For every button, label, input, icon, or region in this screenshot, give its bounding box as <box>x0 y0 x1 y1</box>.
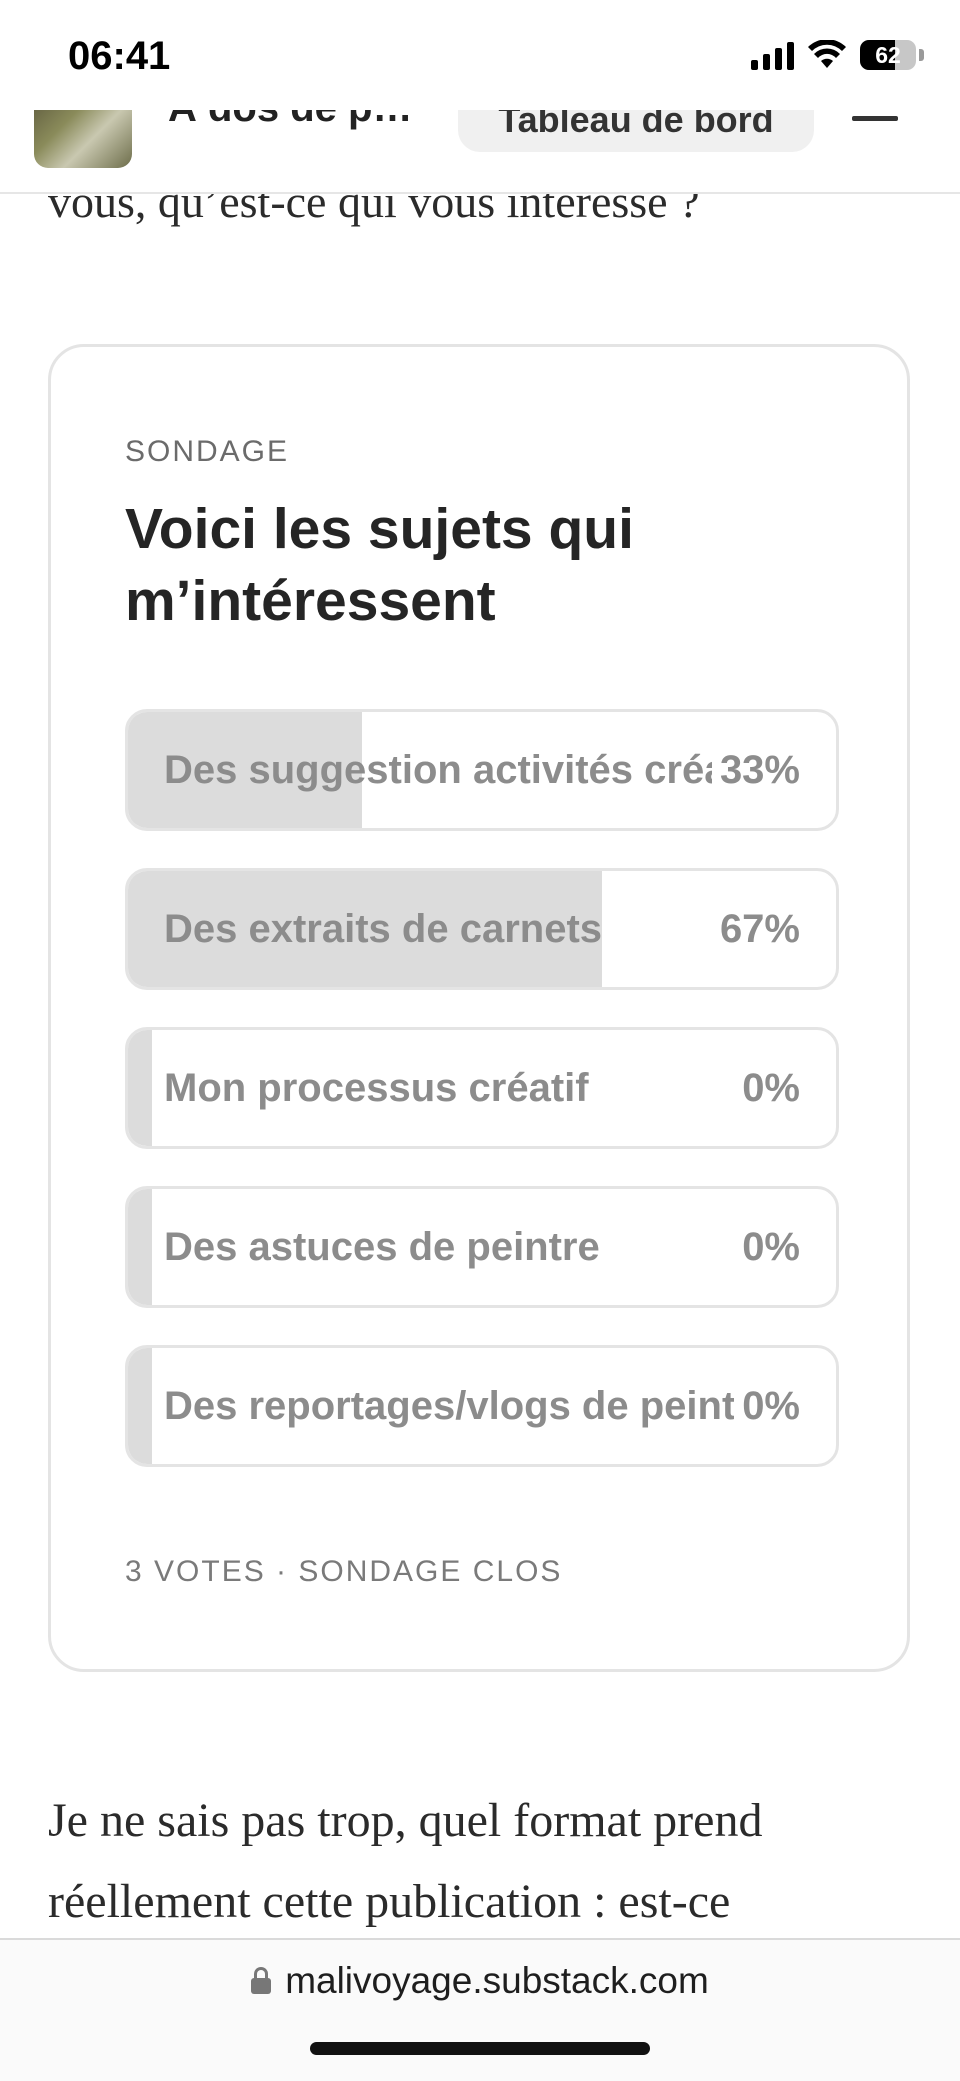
poll-option[interactable]: Des extraits de carnets 67% <box>125 868 839 990</box>
poll-result-bar <box>128 1189 152 1305</box>
poll-option[interactable]: Des astuces de peintre 0% <box>125 1186 839 1308</box>
article-body-text: Je ne sais pas trop, quel format prend r… <box>48 1794 763 1928</box>
poll-option-percent: 67% <box>719 907 800 951</box>
poll-title: Voici les sujets qui m’intéressent <box>125 497 634 633</box>
poll-footer: 3 VOTES · SONDAGE CLOS <box>125 1555 563 1588</box>
poll-result-bar <box>128 712 362 828</box>
lock-icon <box>251 1967 272 1994</box>
browser-address-bar[interactable]: malivoyage.substack.com <box>0 1938 960 2081</box>
url-text: malivoyage.substack.com <box>285 1960 709 2001</box>
url-display[interactable]: malivoyage.substack.com <box>0 1960 960 2002</box>
menu-icon[interactable] <box>852 116 898 146</box>
poll-option-label: Des suggestion activités créatives <box>164 748 712 792</box>
poll-option-label: Des extraits de carnets <box>164 907 603 951</box>
battery-icon: 62 <box>860 40 916 70</box>
poll-option-label: Des astuces de peintre <box>164 1225 600 1269</box>
poll-option-label: Mon processus créatif <box>164 1066 589 1110</box>
poll-option-label: Des reportages/vlogs de peinture <box>164 1384 734 1428</box>
poll-option-percent: 0% <box>742 1225 800 1269</box>
poll-option-percent: 0% <box>742 1066 800 1110</box>
status-icons: 62 <box>751 40 924 70</box>
poll-option[interactable]: Mon processus créatif 0% <box>125 1027 839 1149</box>
poll-result-bar <box>128 1030 152 1146</box>
status-bar: 06:41 62 <box>0 0 960 110</box>
poll-option[interactable]: Des suggestion activités créatives 33% <box>125 709 839 831</box>
battery-tip <box>919 49 924 61</box>
cellular-signal-icon <box>751 40 794 70</box>
poll-result-bar <box>128 871 603 987</box>
poll-option[interactable]: Des reportages/vlogs de peinture 0% <box>125 1345 839 1467</box>
home-indicator[interactable] <box>310 2042 650 2055</box>
poll-result-bar <box>128 1348 152 1464</box>
wifi-icon <box>808 40 846 68</box>
poll-option-percent: 33% <box>719 748 800 792</box>
status-time: 06:41 <box>68 34 171 78</box>
poll-kicker: SONDAGE <box>125 435 290 468</box>
battery-level: 62 <box>875 42 901 68</box>
poll-card: SONDAGE Voici les sujets qui m’intéresse… <box>48 344 910 1672</box>
poll-option-percent: 0% <box>742 1384 800 1428</box>
